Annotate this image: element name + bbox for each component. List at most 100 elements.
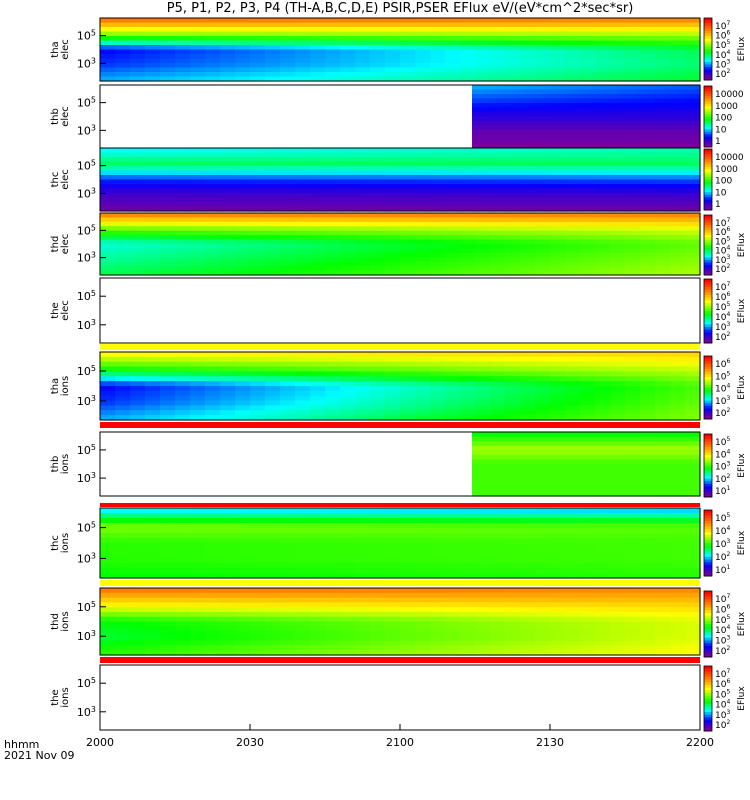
spectrogram-cell-thd-elec-8-26 (490, 248, 506, 254)
spectrogram-cell-thc-ions-10-21 (415, 558, 431, 564)
spectrogram-cell-tha-elec-10-26 (490, 63, 506, 69)
spectrogram-cell-thb-ions-5-3 (489, 454, 496, 461)
spectrogram-cell-thc-elec-6-11 (265, 175, 281, 181)
spectrogram-cell-tha-elec-7-35 (625, 49, 641, 55)
spectrogram-cell-thd-elec-7-3 (145, 244, 161, 250)
spectrogram-cell-thd-elec-3-10 (250, 226, 266, 232)
spectrogram-cell-thd-ions-0-19 (385, 588, 401, 594)
colorbar-cell-tha-elec-20 (704, 69, 712, 73)
spectrogram-cell-thd-ions-7-37 (655, 621, 671, 627)
spectrogram-cell-thc-ions-2-32 (580, 518, 596, 524)
spectrogram-cell-thb-elec-1-16 (563, 89, 570, 95)
spectrogram-cell-thb-ions-5-39 (694, 454, 701, 461)
spectrogram-cell-thc-ions-1-4 (160, 513, 176, 519)
spectrogram-cell-thb-elec-10-32 (654, 130, 661, 136)
spectrogram-cell-thb-elec-11-24 (608, 134, 616, 140)
spectrogram-cell-thc-elec-9-30 (550, 188, 566, 194)
spectrogram-cell-tha-elec-13-8 (220, 76, 236, 82)
spectrogram-cell-thd-ions-10-2 (130, 635, 146, 642)
spectrogram-cell-thb-ions-10-6 (506, 477, 513, 483)
spectrogram-cell-tha-ions-13-30 (550, 415, 566, 421)
colorbar-cell-thb-elec-4 (704, 96, 712, 100)
spectrogram-cell-thc-ions-8-12 (280, 548, 296, 554)
spectrogram-cell-thb-elec-13-19 (580, 143, 587, 149)
spectrogram-cell-tha-elec-2-13 (295, 27, 311, 33)
spectrogram-cell-tha-elec-12-19 (385, 72, 401, 78)
spectrogram-cell-thc-elec-5-37 (655, 170, 671, 176)
spectrogram-cell-thc-ions-12-28 (520, 568, 536, 574)
spectrogram-cell-tha-elec-5-13 (295, 40, 311, 46)
spectrogram-cell-thd-ions-11-37 (655, 640, 671, 647)
spectrogram-cell-thd-elec-4-24 (460, 230, 476, 236)
spectrogram-cell-thd-ions-11-14 (310, 640, 326, 647)
spectrogram-cell-tha-elec-0-6 (190, 18, 206, 24)
spectrogram-cell-tha-elec-12-27 (505, 72, 521, 78)
spectrogram-cell-thc-ions-4-25 (475, 528, 491, 534)
spectrogram-cell-thd-elec-4-9 (235, 230, 251, 236)
colorbar-cell-thb-ions-15 (704, 473, 712, 477)
spectrogram-cell-thb-ions-11-5 (500, 482, 507, 488)
spectrogram-cell-thb-elec-11-4 (494, 134, 502, 140)
spectrogram-cell-thb-elec-8-1 (477, 121, 484, 127)
colorbar-cell-thc-elec-7 (704, 166, 712, 170)
spectrogram-cell-thb-ions-4-7 (511, 450, 519, 456)
spectrogram-cell-thc-elec-12-28 (520, 202, 536, 208)
colorbar-cell-tha-ions-10 (704, 382, 712, 386)
spectrogram-cell-tha-ions-13-39 (685, 415, 701, 421)
spectrogram-cell-thc-ions-2-24 (460, 518, 476, 524)
spectrogram-cell-thd-ions-7-0 (100, 621, 116, 627)
spectrogram-cell-tha-elec-10-2 (130, 63, 146, 69)
spectrogram-cell-thb-ions-13-28 (631, 491, 638, 497)
colorbar-cell-thd-elec-9 (704, 237, 712, 241)
spectrogram-cell-tha-elec-0-3 (145, 18, 161, 24)
spectrogram-cell-thb-ions-7-22 (597, 464, 604, 470)
spectrogram-cell-tha-ions-10-32 (580, 400, 596, 407)
colorbar-cell-tha-elec-3 (704, 25, 712, 29)
spectrogram-cell-thd-ions-5-23 (445, 611, 461, 618)
spectrogram-cell-thc-elec-8-25 (475, 184, 491, 190)
spectrogram-cell-thd-ions-12-13 (295, 645, 311, 651)
spectrogram-cell-thb-elec-3-31 (648, 98, 655, 104)
spectrogram-cell-thd-elec-1-1 (115, 217, 131, 223)
spectrogram-cell-thb-elec-9-8 (517, 125, 524, 131)
spectrogram-cell-tha-ions-9-3 (145, 395, 161, 402)
spectrogram-cell-thd-ions-1-20 (400, 592, 416, 599)
spectrogram-cell-tha-ions-9-19 (385, 395, 401, 402)
spectrogram-cell-thb-elec-9-11 (534, 125, 541, 131)
colorbar-cell-tha-ions-14 (704, 392, 712, 396)
spectrogram-cell-tha-elec-13-23 (445, 76, 461, 82)
colorbar-cell-tha-elec-4 (704, 28, 712, 32)
spectrogram-cell-thd-elec-9-9 (235, 252, 251, 258)
spectrogram-cell-thc-ions-13-3 (145, 573, 161, 579)
spectrogram-cell-thc-elec-5-13 (295, 170, 311, 176)
spectrogram-cell-tha-ions-0-33 (595, 352, 611, 358)
spectrogram-cell-thb-ions-13-10 (529, 491, 536, 497)
spectrogram-cell-thd-elec-0-39 (685, 213, 701, 219)
spectrogram-cell-thd-ions-6-19 (385, 616, 401, 623)
spectrogram-cell-tha-elec-5-15 (325, 40, 341, 46)
spectrogram-cell-thb-elec-3-25 (614, 98, 621, 104)
spectrogram-cell-thc-elec-8-22 (430, 184, 446, 190)
spectrogram-cell-thc-elec-12-5 (175, 202, 191, 208)
spectrogram-cell-thd-elec-7-1 (115, 244, 131, 250)
spectrogram-cell-thb-ions-12-2 (483, 486, 490, 493)
spectrogram-cell-thb-ions-4-27 (625, 450, 633, 456)
spectrogram-cell-tha-elec-0-26 (490, 18, 506, 24)
ylabel-thb-ions-1: ions (60, 454, 71, 474)
spectrogram-cell-thd-elec-0-11 (265, 213, 281, 219)
spectrogram-cell-thc-ions-2-0 (100, 518, 116, 524)
spectrogram-cell-thd-elec-0-12 (280, 213, 296, 219)
spectrogram-cell-tha-elec-8-16 (340, 54, 356, 60)
spectrogram-cell-tha-elec-9-1 (115, 58, 131, 64)
spectrogram-cell-thc-elec-3-25 (475, 161, 491, 167)
spectrogram-cell-thb-ions-11-20 (586, 482, 593, 488)
spectrogram-cell-thd-ions-5-31 (565, 611, 581, 618)
spectrogram-cell-tha-elec-8-24 (460, 54, 476, 60)
spectrogram-cell-thb-elec-1-36 (677, 89, 684, 95)
spectrogram-cell-thd-ions-13-0 (100, 650, 116, 656)
spectrogram-cell-thd-elec-12-31 (565, 266, 581, 272)
colorbar-label-thc-ions: EFlux (737, 530, 747, 555)
spectrogram-cell-thd-elec-13-11 (265, 270, 281, 276)
spectrogram-cell-tha-ions-4-27 (505, 371, 521, 377)
spectrogram-cell-thc-elec-6-26 (490, 175, 506, 181)
